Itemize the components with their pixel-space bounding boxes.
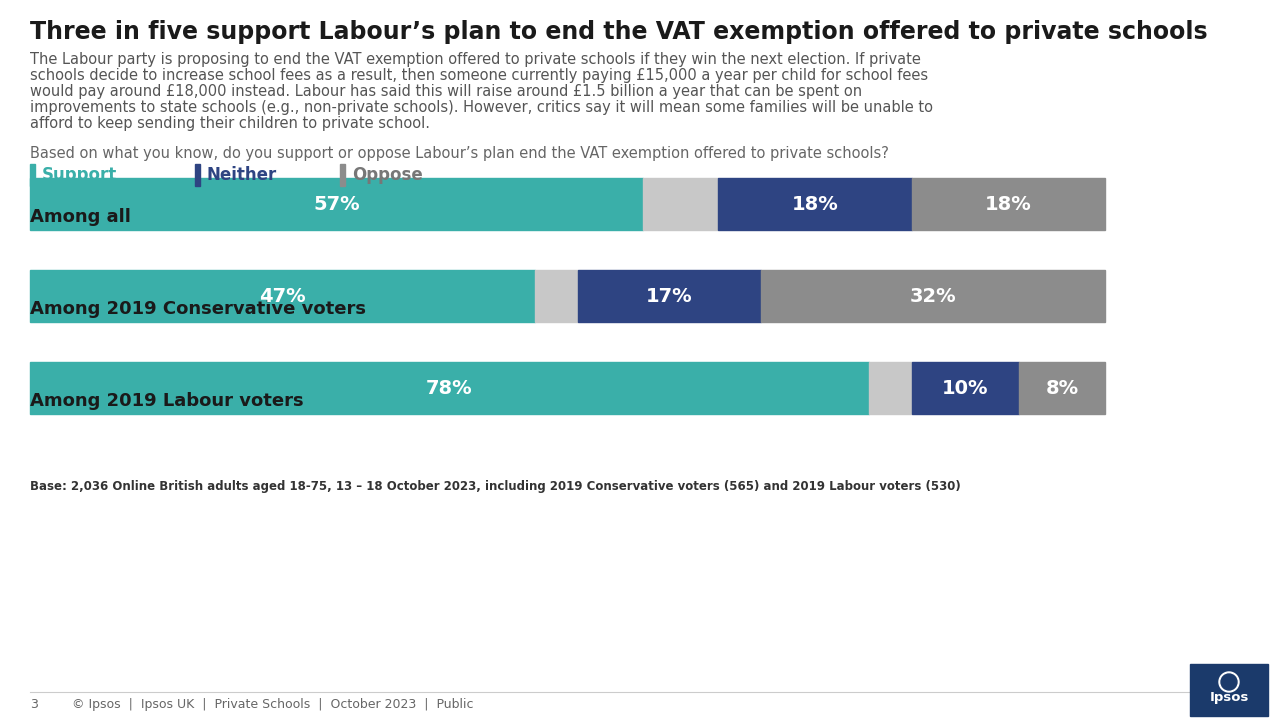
Text: 8%: 8% [1046, 379, 1079, 397]
Text: 18%: 18% [791, 194, 838, 214]
Text: Oppose: Oppose [352, 166, 422, 184]
Bar [869, 362, 911, 414]
Text: Among 2019 Labour voters: Among 2019 Labour voters [29, 392, 303, 410]
Text: improvements to state schools (e.g., non-private schools). However, critics say : improvements to state schools (e.g., non… [29, 100, 933, 115]
Bar [762, 270, 1105, 322]
Text: would pay around £18,000 instead. Labour has said this will raise around £1.5 bi: would pay around £18,000 instead. Labour… [29, 84, 863, 99]
Text: The Labour party is proposing to end the VAT exemption offered to private school: The Labour party is proposing to end the… [29, 52, 920, 67]
Bar [29, 362, 869, 414]
Bar [643, 178, 718, 230]
Bar [29, 164, 35, 186]
Bar [911, 362, 1019, 414]
Text: 47%: 47% [260, 287, 306, 305]
Text: afford to keep sending their children to private school.: afford to keep sending their children to… [29, 116, 430, 131]
Bar [579, 270, 762, 322]
Bar [340, 164, 346, 186]
Text: 32%: 32% [910, 287, 956, 305]
Bar [911, 178, 1105, 230]
Text: Ipsos: Ipsos [1210, 691, 1249, 704]
Text: Among all: Among all [29, 208, 131, 226]
Text: 18%: 18% [984, 194, 1032, 214]
Bar [718, 178, 911, 230]
Text: Support: Support [42, 166, 118, 184]
Text: 78%: 78% [426, 379, 472, 397]
Bar [535, 270, 579, 322]
Text: Three in five support Labour’s plan to end the VAT exemption offered to private : Three in five support Labour’s plan to e… [29, 20, 1207, 44]
Text: 17%: 17% [646, 287, 692, 305]
Text: schools decide to increase school fees as a result, then someone currently payin: schools decide to increase school fees a… [29, 68, 928, 83]
Text: Among 2019 Conservative voters: Among 2019 Conservative voters [29, 300, 366, 318]
Bar [1019, 362, 1105, 414]
Text: Based on what you know, do you support or oppose Labour’s plan end the VAT exemp: Based on what you know, do you support o… [29, 146, 888, 161]
Circle shape [1221, 674, 1236, 690]
Bar [29, 270, 535, 322]
Text: © Ipsos  |  Ipsos UK  |  Private Schools  |  October 2023  |  Public: © Ipsos | Ipsos UK | Private Schools | O… [72, 698, 474, 711]
Text: Neither: Neither [207, 166, 278, 184]
Text: Base: 2,036 Online British adults aged 18-75, 13 – 18 October 2023, including 20: Base: 2,036 Online British adults aged 1… [29, 480, 961, 493]
Text: 57%: 57% [314, 194, 360, 214]
Text: 3: 3 [29, 698, 38, 711]
Circle shape [1219, 672, 1239, 692]
Bar [195, 164, 200, 186]
Text: 10%: 10% [942, 379, 988, 397]
Bar [1190, 664, 1268, 716]
Bar [29, 178, 643, 230]
